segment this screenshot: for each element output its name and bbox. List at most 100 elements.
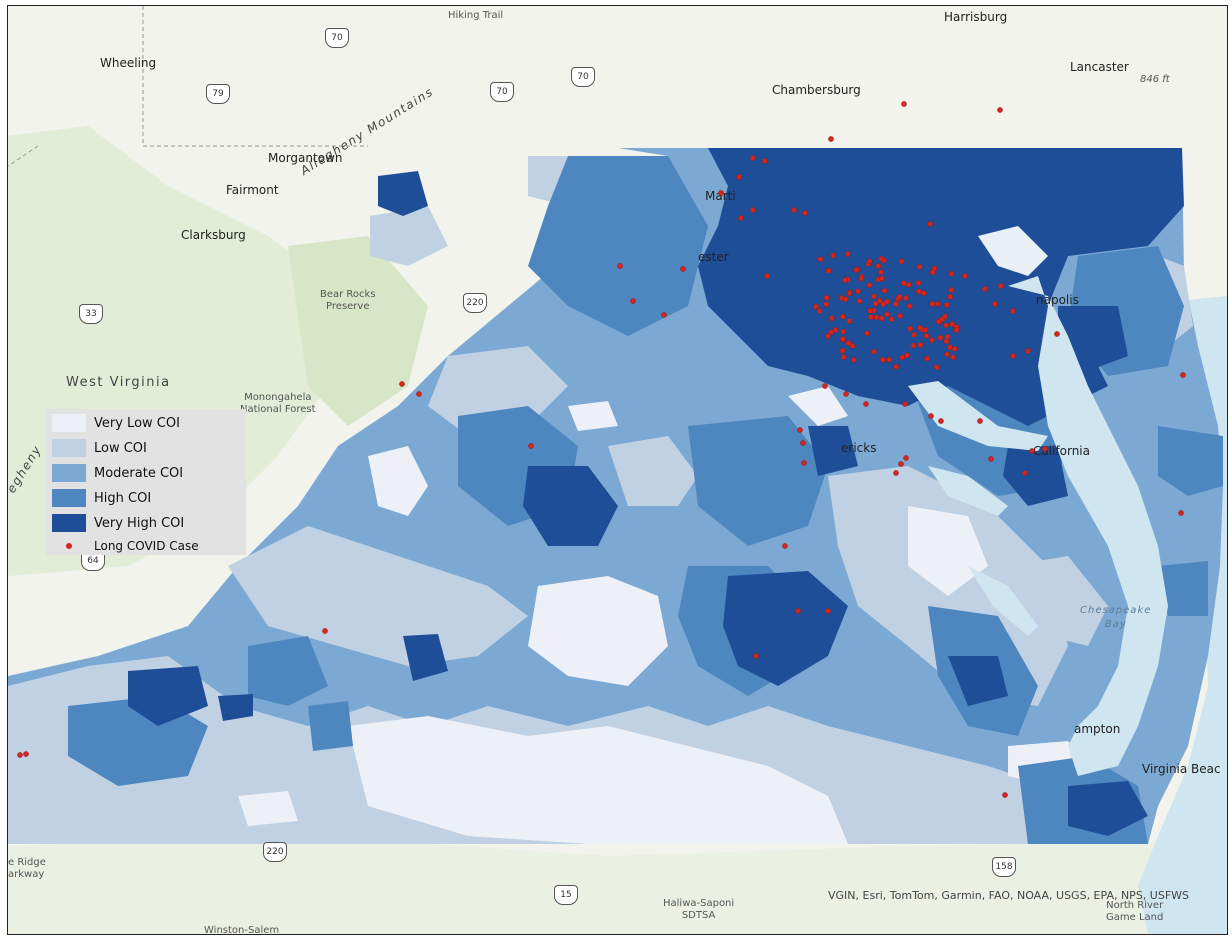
long-covid-case-dot: [1042, 446, 1048, 452]
long-covid-case-dot: [813, 303, 819, 310]
long-covid-case-dot: [845, 340, 852, 346]
long-covid-case-dot: [842, 277, 848, 284]
long-covid-case-dot: [802, 210, 808, 216]
long-covid-case-dot: [897, 313, 903, 319]
long-covid-case-dot: [399, 381, 405, 387]
long-covid-case-dot: [866, 282, 873, 288]
long-covid-case-dot: [736, 174, 742, 180]
label-clarksburg: Clarksburg: [181, 228, 246, 242]
long-covid-case-dot: [853, 267, 859, 273]
long-covid-case-dot: [1025, 348, 1031, 354]
long-covid-case-dot: [950, 354, 956, 361]
long-covid-case-dot: [851, 357, 857, 363]
long-covid-case-dot: [1178, 510, 1184, 516]
long-covid-case-dot: [879, 275, 885, 282]
long-covid-case-dot: [817, 256, 824, 263]
highway-shield-icon: 15: [554, 885, 578, 905]
label-chambersburg: Chambersburg: [772, 83, 861, 97]
highway-shield-icon: 33: [79, 304, 103, 324]
long-covid-case-dot: [886, 356, 892, 363]
long-covid-case-dot: [949, 321, 956, 327]
long-covid-case-dot: [630, 298, 636, 304]
long-covid-case-dot: [416, 391, 422, 397]
label-fredericksburg: ericks: [841, 441, 877, 455]
long-covid-case-dot: [943, 302, 950, 308]
long-covid-case-dot: [876, 297, 883, 304]
long-covid-case-dot: [948, 287, 955, 293]
label-monongahela: Monongahela National Forest: [240, 392, 316, 415]
long-covid-case-points: [17, 101, 1186, 798]
long-covid-case-dot: [948, 270, 955, 277]
legend-item-moderate: Moderate COI: [52, 463, 183, 483]
long-covid-case-dot: [953, 327, 960, 333]
long-covid-case-dot: [873, 314, 880, 321]
long-covid-case-dot: [880, 301, 887, 308]
long-covid-case-dot: [947, 344, 953, 351]
label-wheeling: Wheeling: [100, 56, 157, 70]
long-covid-case-dot: [825, 608, 831, 614]
highway-shield-icon: 158: [992, 857, 1016, 877]
long-covid-case-dot: [929, 301, 936, 307]
long-covid-case-dot: [907, 325, 913, 332]
long-covid-case-dot: [939, 316, 945, 323]
label-winchester: ester: [698, 250, 729, 264]
label-hampton: ampton: [1074, 722, 1121, 736]
long-covid-case-dot: [902, 401, 908, 407]
legend-swatch: [52, 464, 86, 482]
legend-item-very-high: Very High COI: [52, 513, 184, 533]
long-covid-case-dot: [839, 347, 846, 354]
long-covid-case-dot: [797, 427, 803, 433]
long-covid-case-dot: [1054, 331, 1060, 337]
long-covid-case-dot: [903, 295, 909, 301]
long-covid-case-dot: [937, 334, 944, 341]
long-covid-case-dot: [944, 351, 950, 358]
long-covid-case-dot: [825, 267, 832, 274]
case-dot-icon: [66, 543, 72, 549]
map-attribution: VGIN, Esri, TomTom, Garmin, FAO, NOAA, U…: [828, 889, 1190, 902]
highway-shield-icon: 79: [206, 84, 230, 104]
label-bear-rocks: Bear Rocks Preserve: [320, 289, 376, 312]
long-covid-case-dot: [924, 355, 930, 362]
highway-shield-icon: 70: [325, 28, 349, 48]
long-covid-case-dot: [762, 158, 768, 164]
highway-shield-icon: 220: [263, 842, 287, 862]
long-covid-case-dot: [929, 269, 936, 276]
long-covid-case-dot: [828, 329, 834, 336]
long-covid-case-dot: [947, 294, 953, 300]
long-covid-case-dot: [880, 356, 886, 363]
long-covid-case-dot: [923, 333, 930, 339]
long-covid-case-dot: [858, 275, 865, 282]
long-covid-case-dot: [938, 418, 944, 424]
long-covid-case-dot: [1010, 353, 1016, 359]
long-covid-case-dot: [906, 303, 913, 309]
long-covid-case-dot: [871, 293, 877, 300]
long-covid-case-dot: [988, 456, 994, 462]
legend-swatch: [52, 414, 86, 432]
long-covid-case-dot: [943, 338, 950, 345]
label-chesapeake-bay: Chesapeake Bay: [1080, 605, 1152, 630]
label-west-virginia: West Virginia: [66, 375, 171, 390]
long-covid-case-dot: [928, 413, 934, 419]
label-winston-salem: Winston-Salem: [204, 925, 280, 935]
long-covid-case-dot: [846, 318, 853, 325]
long-covid-case-dot: [816, 308, 823, 314]
long-covid-case-dot: [867, 307, 874, 314]
long-covid-case-dot: [528, 443, 534, 449]
long-covid-case-dot: [843, 391, 849, 397]
long-covid-case-dot: [832, 327, 839, 333]
long-covid-case-dot: [846, 290, 853, 297]
label-morgantown: Morgantown: [268, 151, 343, 165]
long-covid-case-dot: [844, 251, 851, 257]
long-covid-case-dot: [782, 543, 788, 549]
long-covid-case-dot: [893, 363, 900, 370]
long-covid-case-dot: [823, 295, 830, 301]
long-covid-case-dot: [917, 342, 924, 348]
map-canvas[interactable]: Harrisburg Wheeling Lancaster Chambersbu…: [7, 5, 1228, 935]
long-covid-case-dot: [910, 342, 917, 349]
long-covid-case-dot: [934, 301, 941, 307]
long-covid-case-dot: [977, 418, 983, 424]
long-covid-case-dot: [878, 269, 884, 275]
long-covid-case-dot: [849, 343, 856, 349]
long-covid-case-dot: [875, 263, 882, 269]
long-covid-case-dot: [864, 330, 870, 337]
